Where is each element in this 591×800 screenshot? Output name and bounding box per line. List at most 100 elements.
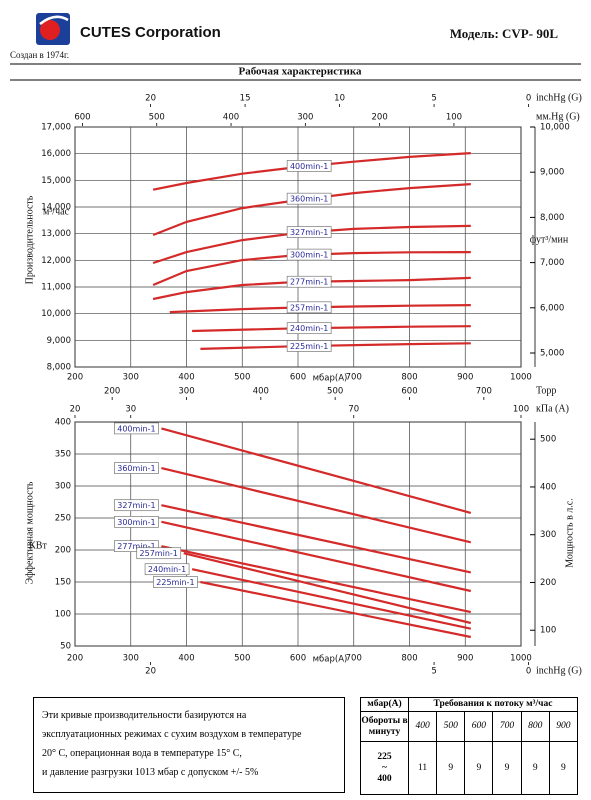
series-line xyxy=(191,568,472,630)
rpm-text: 400 xyxy=(377,773,392,784)
table-cell: Обороты в минуту xyxy=(360,711,409,742)
y-tick-label: 350 xyxy=(55,450,71,460)
founded: Создан в 1974г. xyxy=(10,50,69,60)
series-line xyxy=(161,427,472,514)
series-label: 277min-1 xyxy=(290,278,328,287)
table-cell: 800 xyxy=(520,711,550,742)
axis-tick-label: 500 xyxy=(327,387,343,397)
y-tick-label: 15,000 xyxy=(41,176,71,186)
table-cell: 9 xyxy=(548,741,579,795)
table-cell: 11 xyxy=(407,741,438,795)
y-tick-label: 11,000 xyxy=(41,283,71,293)
series-label: 240min-1 xyxy=(290,324,328,333)
y-tick-label: 100 xyxy=(55,610,71,620)
y2-tick-label: 300 xyxy=(540,530,556,540)
series-label-box xyxy=(286,340,332,352)
series-label-box xyxy=(114,462,159,474)
series-label: 300min-1 xyxy=(290,251,328,260)
y-axis-label: Производительность xyxy=(24,195,35,284)
series-line xyxy=(192,325,471,333)
x-tick-label: 700 xyxy=(346,373,362,383)
model: Модель: CVP- 90L xyxy=(450,26,559,41)
y2-tick-label: 400 xyxy=(540,482,556,492)
x-tick-label: 500 xyxy=(234,373,250,383)
axis-tick-label: 100 xyxy=(446,113,462,123)
series-line xyxy=(161,467,472,544)
axis-tick-label: 10 xyxy=(334,94,345,104)
series-line xyxy=(200,580,472,639)
company-name: CUTES Corporation xyxy=(80,24,221,41)
y2-tick-label: 200 xyxy=(540,578,556,588)
y-tick-label: 9,000 xyxy=(47,336,71,346)
axis-tick-label: 20 xyxy=(145,667,156,677)
table-cell: 500 xyxy=(436,711,466,742)
axis-tick-label: 5 xyxy=(431,94,436,104)
axis-label: мм.Hg (G) xyxy=(536,111,580,122)
series-label-box xyxy=(286,226,332,238)
y-tick-label: 10,000 xyxy=(41,309,71,319)
y-tick-label: 17,000 xyxy=(41,123,71,133)
table-cell: 900 xyxy=(548,711,579,742)
section-title: Рабочая характеристика xyxy=(238,66,362,78)
series-line xyxy=(200,342,471,350)
axis-label: кПа (A) xyxy=(536,403,569,414)
y-tick-label: 13,000 xyxy=(41,229,71,239)
x-tick-label: 700 xyxy=(346,654,362,664)
axis-label: inchHg (G) xyxy=(536,665,582,676)
axis-tick-label: 200 xyxy=(372,113,388,123)
y-tick-label: 200 xyxy=(55,546,71,556)
table-cell: 700 xyxy=(492,711,522,742)
x-tick-label: 200 xyxy=(67,654,83,664)
y2-tick-label: 10,000 xyxy=(540,123,570,133)
rpm-text: ~ xyxy=(382,762,387,773)
axis-tick-label: 20 xyxy=(145,94,156,104)
series-label: 360min-1 xyxy=(117,464,155,473)
series-label-box xyxy=(136,547,182,560)
y-unit-label: КВт xyxy=(29,540,47,551)
x-tick-label: 800 xyxy=(401,654,417,664)
axis-tick-label: 400 xyxy=(223,113,239,123)
table-cell: 9 xyxy=(492,741,522,795)
axis-tick-label: 0 xyxy=(526,94,531,104)
note-line: Эти кривые производительности базируются… xyxy=(42,710,247,721)
series-label: 360min-1 xyxy=(290,195,328,204)
axis-tick-label: 100 xyxy=(513,405,529,415)
axis-tick-label: 700 xyxy=(476,387,492,397)
y2-axis-label: Мощность в л.с. xyxy=(564,498,575,567)
series-label-box xyxy=(114,515,159,528)
table-header: Требования к потоку м³/час xyxy=(408,697,578,712)
series-label: 277min-1 xyxy=(117,542,155,551)
series-label-box xyxy=(144,563,190,576)
y-unit-label: м³/час xyxy=(43,206,70,217)
note: Эти кривые производительности базируются… xyxy=(33,697,345,793)
note-line: 20° C, операционная вода в температуре 1… xyxy=(42,748,242,759)
y-tick-label: 400 xyxy=(55,418,71,428)
series-label: 327min-1 xyxy=(117,501,155,510)
y-tick-label: 16,000 xyxy=(41,149,71,159)
series-label: 400min-1 xyxy=(117,424,155,433)
series-label: 225min-1 xyxy=(290,342,328,351)
axis-tick-label: 500 xyxy=(149,113,165,123)
table-cell: 400 xyxy=(407,711,438,742)
x-tick-label: 600 xyxy=(290,373,306,383)
axis-tick-label: 600 xyxy=(401,387,417,397)
y2-tick-label: 6,000 xyxy=(540,303,564,313)
axis-tick-label: 15 xyxy=(240,94,251,104)
x-tick-label: 1000 xyxy=(510,373,532,383)
table-cell: 9 xyxy=(436,741,466,795)
table-cell: 225 ~ 400 xyxy=(360,741,409,795)
x-tick-label: 800 xyxy=(401,373,417,383)
series-label: 257min-1 xyxy=(140,549,178,558)
y-tick-label: 8,000 xyxy=(47,363,71,373)
y-tick-label: 50 xyxy=(60,642,71,652)
series-label: 327min-1 xyxy=(290,228,328,237)
y-tick-label: 12,000 xyxy=(41,256,71,266)
series-label-box xyxy=(286,301,332,314)
x-axis-label: мбар(A) xyxy=(313,655,348,665)
table-cell: 9 xyxy=(464,741,494,795)
note-line: эксплуатационных режимах с сухим воздухо… xyxy=(42,729,302,740)
table-header: мбар(A) xyxy=(360,697,409,712)
x-axis-label: мбар(A) xyxy=(313,374,348,384)
y-tick-label: 150 xyxy=(55,578,71,588)
